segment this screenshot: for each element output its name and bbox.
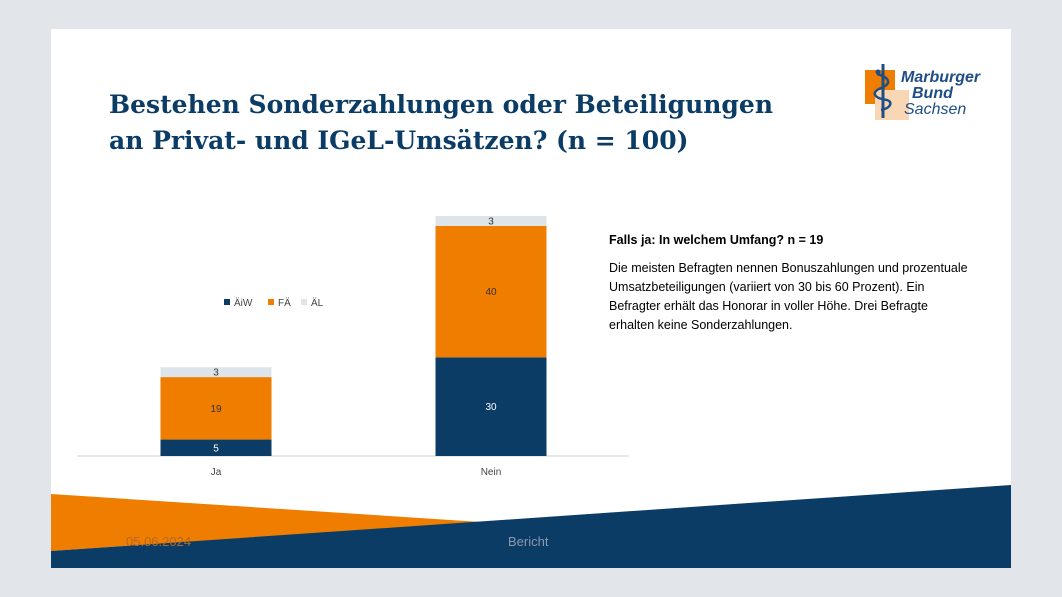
x-tick-label: Ja (211, 467, 222, 478)
footer-navy-band (51, 485, 1011, 568)
info-box: Falls ja: In welchem Umfang? n = 19 Die … (609, 233, 969, 335)
legend-label: FÄ (278, 297, 291, 309)
slide: Bestehen Sonderzahlungen oder Beteiligun… (51, 29, 1011, 568)
data-label: 5 (213, 443, 219, 454)
logo-line3: Sachsen (904, 101, 967, 118)
bar-segment (435, 225, 547, 358)
bar-segment (435, 216, 547, 226)
footer-date: 05.06.2024 (126, 534, 192, 549)
logo-line2: Bund (912, 85, 953, 102)
slide-title-line2: an Privat- und IGeL-Umsätzen? (n = 100) (109, 126, 689, 155)
footer-decoration (51, 485, 1011, 568)
bar-segment (435, 357, 547, 456)
data-label: 3 (488, 216, 494, 227)
info-body: Die meisten Befragten nennen Bonuszahlun… (609, 261, 968, 332)
stacked-bar-chart: 5 19 3 Ja 30 40 3 Nein ÄiW FÄ ÄL (77, 216, 629, 478)
logo-wordmark: Marburger Bund Sachsen (901, 70, 980, 118)
legend-swatch (301, 299, 307, 305)
bar-segment (160, 367, 272, 378)
marburger-bund-logo: Marburger Bund Sachsen (861, 60, 991, 122)
slide-title-line1: Bestehen Sonderzahlungen oder Beteiligun… (109, 90, 773, 119)
data-label: 3 (213, 368, 219, 379)
logo-line1: Marburger (901, 69, 981, 86)
bar-segment (160, 377, 272, 440)
data-label: 30 (485, 402, 497, 413)
legend-swatch (224, 299, 230, 305)
info-heading: Falls ja: In welchem Umfang? n = 19 (609, 233, 824, 247)
slide-title: Bestehen Sonderzahlungen oder Beteiligun… (109, 87, 773, 159)
logo-emblem-icon (865, 64, 909, 120)
footer-orange-band (51, 494, 481, 551)
footer-label: Bericht (508, 534, 549, 549)
legend-label: ÄL (311, 297, 324, 309)
x-tick-label: Nein (481, 467, 502, 478)
data-label: 40 (485, 287, 497, 298)
data-label: 19 (210, 404, 222, 415)
bar-segment (160, 439, 272, 456)
legend-label: ÄiW (234, 297, 253, 309)
legend-swatch (268, 299, 274, 305)
